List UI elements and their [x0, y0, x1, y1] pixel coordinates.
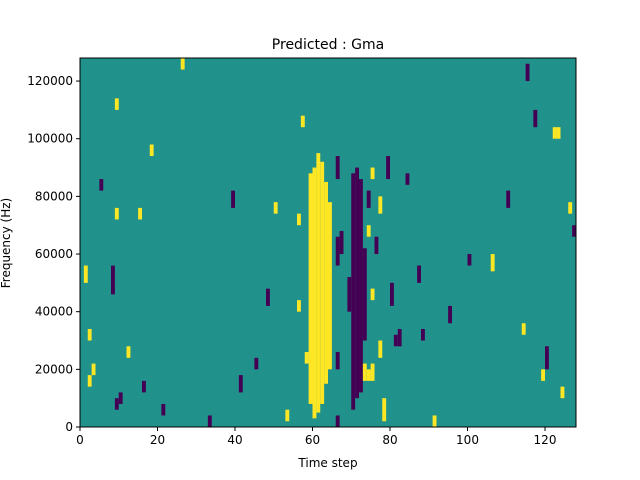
- y-tick-label: 120000: [27, 74, 73, 88]
- heatmap-cell: [297, 300, 301, 312]
- heatmap-cell: [467, 254, 472, 266]
- heatmap-cell: [328, 202, 332, 370]
- heatmap-cell: [386, 156, 390, 180]
- x-tick-label: 120: [534, 433, 557, 447]
- heatmap-cell: [351, 173, 356, 410]
- y-tick-label: 60000: [35, 247, 73, 261]
- heatmap-cell: [297, 213, 301, 226]
- heatmap-cell: [231, 190, 235, 208]
- heatmap-cell: [300, 115, 305, 128]
- heatmap-cell: [308, 173, 313, 404]
- x-tick-label: 60: [305, 433, 320, 447]
- heatmap-cell: [552, 127, 557, 139]
- heatmap-cell: [525, 63, 530, 82]
- heatmap-cell: [521, 323, 526, 335]
- heatmap-cell: [572, 225, 576, 237]
- heatmap-cell: [99, 179, 104, 191]
- heatmap-cell: [382, 398, 387, 422]
- heatmap-cell: [138, 207, 142, 220]
- heatmap-cell: [359, 179, 363, 393]
- x-tick-label: 80: [382, 433, 397, 447]
- heatmap-cell: [304, 352, 309, 364]
- heatmap-cell: [83, 265, 88, 283]
- plot-area: [79, 57, 577, 428]
- heatmap-cell: [335, 236, 340, 266]
- x-tick-label: 100: [456, 433, 479, 447]
- heatmap-cell: [126, 346, 131, 358]
- heatmap-cell: [285, 409, 290, 422]
- heatmap-cell: [312, 167, 317, 419]
- heatmap-cell: [560, 386, 565, 399]
- heatmap-cell: [374, 236, 379, 255]
- heatmap-cell: [370, 167, 375, 180]
- y-tick-label: 100000: [27, 132, 73, 146]
- heatmap-cell: [541, 369, 545, 381]
- heatmap-cell: [421, 328, 425, 341]
- heatmap-cell: [114, 207, 119, 220]
- heatmap-cell: [320, 161, 325, 404]
- heatmap-cell: [87, 328, 92, 341]
- heatmap-cell: [556, 127, 561, 139]
- y-axis: 0 20000 40000 60000 80000 100000 120000: [27, 74, 80, 434]
- heatmap-cell: [114, 98, 119, 110]
- heatmap-cell: [393, 334, 398, 347]
- heatmap-cell: [266, 288, 270, 306]
- heatmap-cell: [180, 58, 185, 70]
- y-tick-label: 80000: [35, 189, 73, 203]
- heatmap-cell: [506, 190, 511, 208]
- heatmap-cell: [273, 202, 278, 214]
- heatmap-cell: [366, 190, 371, 208]
- heatmap-cell: [378, 340, 383, 358]
- heatmap-cell: [324, 181, 328, 384]
- heatmap-cell: [405, 173, 410, 185]
- heatmap-cell: [362, 363, 367, 381]
- heatmap-cell: [207, 415, 212, 427]
- x-axis: 0 20 40 60 80 100 120: [76, 427, 556, 447]
- heatmap-cell: [161, 403, 166, 416]
- heatmap-cell: [432, 415, 437, 427]
- plot-frame: [79, 57, 577, 428]
- y-tick-label: 20000: [35, 362, 73, 376]
- heatmap-cell: [378, 196, 383, 214]
- heatmap-cell: [568, 202, 573, 214]
- heatmap-cell: [370, 288, 375, 301]
- heatmap-cell: [370, 363, 375, 381]
- heatmap-cell: [335, 352, 340, 370]
- heatmap-cell: [87, 375, 92, 387]
- heatmap-cell: [355, 167, 359, 399]
- heatmap-cell: [366, 369, 371, 381]
- heatmap-cell: [448, 305, 452, 324]
- heatmap-cell: [362, 248, 367, 341]
- heatmap-cell: [254, 357, 259, 370]
- y-tick-label: 40000: [35, 305, 73, 319]
- y-axis-label: Frequency (Hz): [0, 198, 13, 289]
- heatmap-cell: [316, 153, 321, 413]
- x-tick-label: 40: [227, 433, 242, 447]
- heatmap-cell: [149, 144, 154, 157]
- heatmap-cell: [390, 282, 394, 306]
- heatmap-cell: [417, 265, 421, 283]
- chart-title: Predicted : Gma: [272, 37, 384, 53]
- heatmap-cell: [335, 156, 340, 180]
- heatmap-cell: [238, 375, 243, 393]
- heatmap-cell: [335, 415, 340, 427]
- x-axis-label: Time step: [297, 456, 357, 470]
- heatmap-cell: [339, 230, 344, 255]
- heatmap-cell: [91, 363, 96, 376]
- heatmap-cell: [118, 392, 123, 404]
- heatmap-cell: [545, 346, 549, 370]
- heatmap-cell: [347, 277, 352, 312]
- heatmap-cell: [490, 254, 495, 272]
- heatmap-cell: [533, 109, 538, 128]
- heatmap-cell: [142, 380, 146, 393]
- y-tick-label: 0: [65, 420, 73, 434]
- x-tick-label: 20: [150, 433, 165, 447]
- heatmap-cell: [366, 225, 371, 237]
- x-tick-label: 0: [76, 433, 84, 447]
- heatmap-cell: [397, 328, 402, 347]
- heatmap-cell: [111, 265, 115, 295]
- heatmap-cell: [114, 398, 119, 410]
